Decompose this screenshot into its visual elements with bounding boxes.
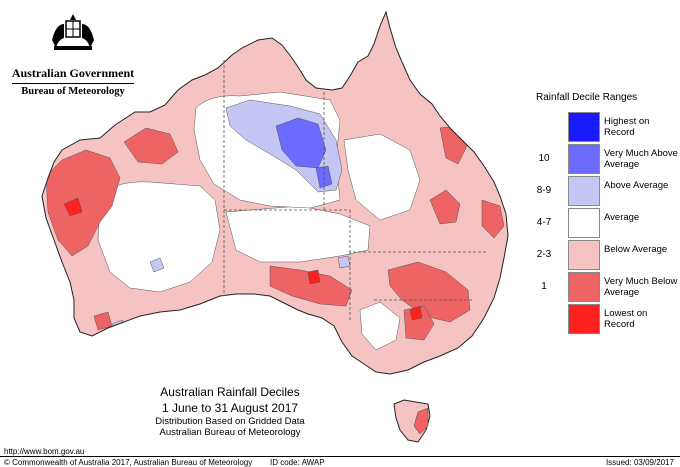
decile-region-very-above: [275, 117, 327, 169]
legend-item: 2-3 Below Average: [528, 240, 678, 270]
decile-region-very-below: [429, 189, 461, 225]
legend-swatch: [568, 272, 600, 302]
legend-item: 1 Very Much Below Average: [528, 272, 678, 302]
decile-region-average: [359, 301, 401, 351]
copyright-text: © Commonwealth of Australia 2017, Austra…: [4, 458, 253, 467]
legend-code: 2-3: [536, 249, 552, 260]
issued-date: Issued: 03/09/2017: [605, 458, 674, 467]
legend-label: Very Much Above Average: [604, 148, 678, 170]
government-name: Australian Government: [11, 66, 135, 80]
legend-swatch: [568, 208, 600, 238]
legend-swatch: [568, 240, 600, 270]
decile-region-lowest: [409, 305, 423, 321]
coat-of-arms-icon: [52, 14, 94, 50]
decile-region-above: [149, 257, 165, 273]
decile-region-very-below: [123, 127, 179, 165]
legend-code: 4-7: [536, 217, 552, 228]
legend-swatch: [568, 144, 600, 174]
legend-code: 10: [538, 153, 550, 164]
state-borders: [223, 60, 486, 320]
id-code: ID code: AWAP: [270, 458, 325, 467]
decile-region-lowest: [307, 269, 321, 285]
bureau-name: Bureau of Meteorology: [21, 86, 125, 97]
map-title: Australian Rainfall Deciles: [160, 385, 300, 399]
footer-divider: [0, 456, 680, 457]
map-period: 1 June to 31 August 2017: [161, 401, 299, 415]
legend-label: Below Average: [604, 244, 668, 255]
legend-code: 8-9: [536, 185, 552, 196]
legend-label: Very Much Below Average: [604, 276, 678, 298]
map-captions: Australian Rainfall Deciles 1 June to 31…: [120, 385, 340, 438]
legend-label: Above Average: [604, 180, 669, 191]
legend-swatch: [568, 112, 600, 142]
australia-coastline: [41, 10, 509, 375]
decile-region-very-below: [481, 199, 505, 239]
decile-region-lowest: [63, 197, 83, 217]
website-link[interactable]: http://www.bom.gov.au: [4, 447, 85, 456]
legend-swatch: [568, 304, 600, 334]
map-source: Australian Bureau of Meteorology: [159, 427, 301, 438]
logo-divider: [12, 83, 134, 84]
decile-region-very-below: [45, 149, 121, 257]
legend-item: 8-9 Above Average: [528, 176, 678, 206]
legend-label: Average: [604, 212, 640, 223]
legend-item: Lowest on Record: [528, 304, 678, 334]
legend-label: Lowest on Record: [604, 308, 648, 330]
legend-label: Highest on Record: [604, 116, 650, 138]
legend-item: 10 Very Much Above Average: [528, 144, 678, 174]
decile-legend: Rainfall Decile Ranges Highest on Record…: [528, 92, 678, 342]
decile-region-average: [343, 133, 421, 221]
legend-swatch: [568, 176, 600, 206]
map-method: Distribution Based on Gridded Data: [155, 416, 305, 427]
legend-code: 1: [541, 281, 547, 292]
legend-item: Highest on Record: [528, 112, 678, 142]
tasmania: [393, 399, 431, 443]
legend-item: 4-7 Average: [528, 208, 678, 238]
decile-region-above: [337, 255, 351, 269]
government-logo: Australian Government Bureau of Meteorol…: [8, 8, 138, 98]
decile-region-very-below: [387, 261, 471, 323]
legend-title: Rainfall Decile Ranges: [536, 92, 638, 103]
